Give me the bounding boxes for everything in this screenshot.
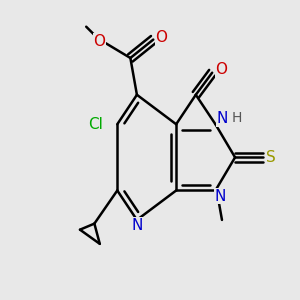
Text: N: N: [215, 188, 226, 203]
Text: O: O: [155, 30, 167, 45]
Text: Cl: Cl: [88, 117, 104, 132]
Text: H: H: [232, 111, 242, 124]
Text: N: N: [131, 218, 142, 233]
Text: N: N: [216, 111, 228, 126]
Text: S: S: [266, 150, 276, 165]
Text: O: O: [215, 62, 227, 77]
Text: O: O: [93, 34, 105, 49]
